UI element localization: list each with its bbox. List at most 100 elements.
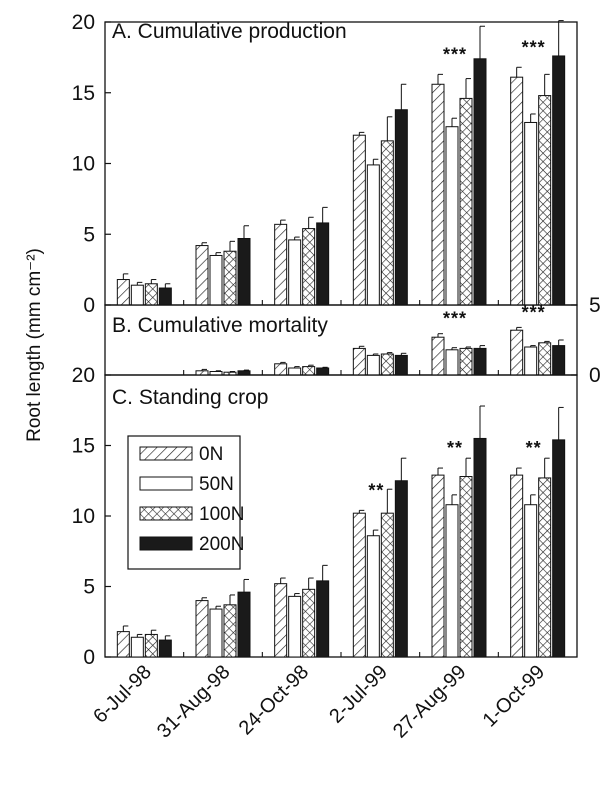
bar-100n (302, 366, 316, 376)
bar-100n (380, 353, 394, 376)
bar-200n (394, 109, 408, 306)
y-tick-label: 10 (72, 153, 95, 176)
panel-title: A. Cumulative production (112, 20, 347, 43)
bar-100n (144, 633, 158, 658)
bar-50n (366, 535, 380, 658)
significance-label: ** (368, 480, 384, 500)
bar-100n (459, 347, 473, 376)
bar-100n (302, 588, 316, 658)
bar-200n (473, 437, 487, 658)
bar-200n (394, 480, 408, 658)
y-tick-label: 15 (72, 82, 95, 105)
y-tick-label: 5 (83, 223, 95, 246)
bar-100n (380, 512, 394, 658)
bar-50n (445, 504, 459, 658)
bar-200n (552, 345, 566, 376)
panel-frame (104, 21, 578, 306)
bar-0n (195, 600, 209, 658)
significance-label: *** (522, 37, 546, 57)
legend-label: 0N (199, 444, 223, 465)
bar-50n (366, 164, 380, 306)
bar-0n (352, 134, 366, 306)
y-tick-label: 20 (72, 11, 95, 34)
bar-0n (116, 631, 130, 658)
bar-0n (510, 329, 524, 376)
significance-label: *** (443, 309, 467, 329)
x-category-label: 31-Aug-98 (153, 661, 235, 743)
bar-200n (158, 639, 172, 658)
significance-label: ** (447, 438, 463, 458)
x-category-label: 1-Oct-99 (479, 661, 550, 732)
bar-200n (473, 58, 487, 306)
bar-0n (116, 279, 130, 306)
bar-0n (352, 347, 366, 376)
panel-cumulative-mortality: B. Cumulative mortality 0 5 *** *** (104, 294, 601, 387)
bar-50n (445, 349, 459, 376)
bar-50n (366, 354, 380, 376)
bar-50n (130, 636, 144, 658)
bar-50n (209, 608, 223, 658)
bar-100n (223, 250, 237, 306)
panel-title: B. Cumulative mortality (112, 314, 328, 337)
bar-200n (394, 354, 408, 376)
bar-200n (473, 347, 487, 376)
bar-0n (510, 76, 524, 306)
bar-100n (144, 283, 158, 306)
bar-50n (524, 346, 538, 376)
bar-100n (223, 604, 237, 658)
bar-50n (130, 284, 144, 306)
bar-0n (431, 83, 445, 306)
bar-100n (538, 342, 552, 376)
legend-swatch-100n (139, 506, 193, 521)
legend-swatch-200n (139, 536, 193, 551)
y-tick-label: 0 (589, 364, 601, 387)
y-tick-label: 20 (72, 364, 95, 387)
x-category-label: 27-Aug-99 (389, 661, 471, 743)
legend: 0N 50N 100N 200N (127, 435, 244, 570)
bar-50n (524, 504, 538, 658)
y-tick-label: 0 (83, 646, 95, 669)
bar-0n (510, 474, 524, 658)
x-category-label: 6-Jul-98 (89, 661, 156, 728)
bar-200n (237, 591, 251, 658)
y-tick-label: 5 (83, 576, 95, 599)
bar-100n (538, 95, 552, 306)
bar-100n (380, 140, 394, 306)
legend-label: 50N (199, 474, 234, 495)
bar-0n (352, 512, 366, 658)
bar-200n (552, 439, 566, 658)
panel-title: C. Standing crop (112, 386, 268, 409)
x-category-label: 24-Oct-98 (235, 661, 313, 739)
bar-0n (274, 223, 288, 306)
y-tick-label: 0 (83, 294, 95, 317)
y-tick-label: 15 (72, 435, 95, 458)
panel-cumulative-production: A. Cumulative production 0 5 10 15 20 *** *** (72, 11, 578, 317)
bar-50n (445, 126, 459, 306)
x-category-label: 2-Jul-99 (325, 661, 392, 728)
significance-label: *** (443, 44, 467, 64)
bar-200n (316, 367, 330, 376)
bar-0n (431, 336, 445, 376)
bar-200n (316, 222, 330, 306)
y-tick-label: 10 (72, 505, 95, 528)
legend-swatch-0n (139, 446, 193, 461)
legend-label: 100N (199, 504, 244, 525)
legend-swatch-50n (139, 476, 193, 491)
panel-standing-crop: C. Standing crop 0 5 10 15 20 ** ** ** (72, 364, 578, 669)
bar-100n (459, 476, 473, 658)
bar-50n (524, 121, 538, 306)
bar-50n (209, 254, 223, 306)
significance-label: *** (522, 302, 546, 322)
y-tick-label: 5 (589, 294, 601, 317)
bar-200n (158, 287, 172, 306)
bar-50n (288, 595, 302, 658)
bar-200n (552, 55, 566, 306)
bar-100n (538, 477, 552, 658)
bar-100n (459, 97, 473, 306)
bar-200n (316, 580, 330, 658)
bar-50n (288, 239, 302, 306)
bar-0n (431, 474, 445, 658)
bar-200n (237, 237, 251, 306)
significance-label: ** (526, 438, 542, 458)
